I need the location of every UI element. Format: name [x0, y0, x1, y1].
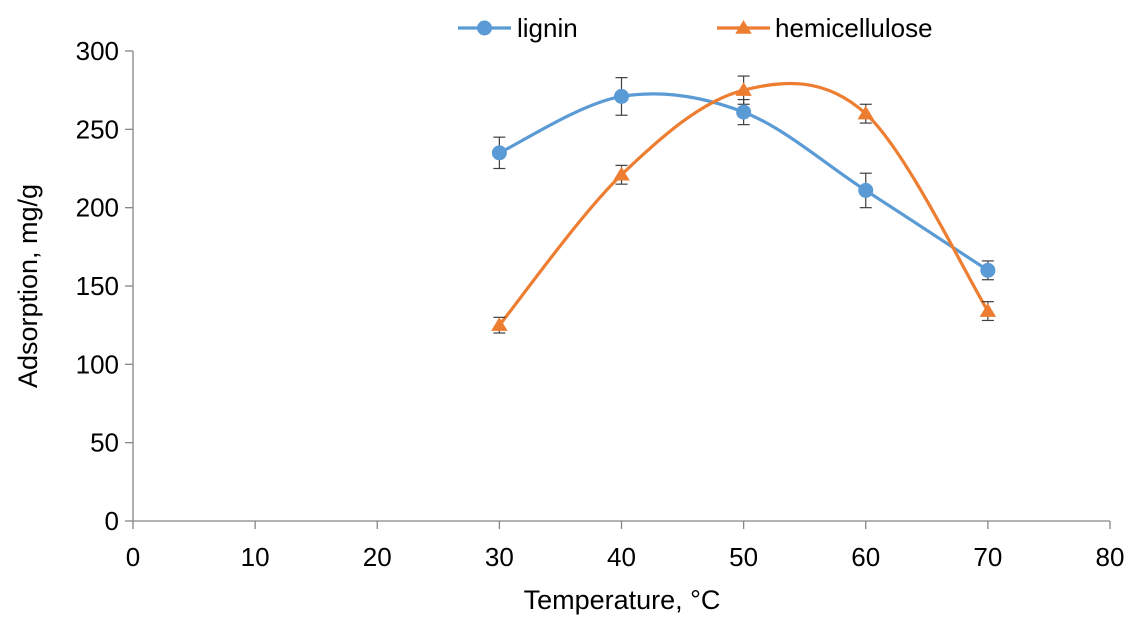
legend-item-hemicellulose: hemicellulose: [717, 13, 933, 43]
x-tick-label: 50: [729, 542, 758, 572]
y-tick-label: 100: [76, 349, 119, 379]
x-tick-label: 20: [363, 542, 392, 572]
y-tick-label: 50: [90, 428, 119, 458]
x-tick-label: 80: [1096, 542, 1125, 572]
x-tick-label: 40: [607, 542, 636, 572]
x-tick-label: 70: [973, 542, 1002, 572]
data-point-lignin: [614, 88, 629, 104]
x-tick-label: 10: [241, 542, 270, 572]
x-tick-label: 30: [485, 542, 514, 572]
legend-marker: [735, 20, 752, 34]
y-tick-label: 300: [76, 36, 119, 66]
data-point-hemicellulose: [857, 105, 874, 120]
data-point-hemicellulose: [979, 303, 997, 317]
legend-item-lignin: lignin: [458, 13, 578, 43]
y-axis-label: Adsorption, mg/g: [13, 184, 43, 388]
data-markers: [491, 82, 997, 331]
y-tick-label: 250: [76, 114, 119, 144]
x-tick-label: 0: [126, 542, 140, 572]
data-point-hemicellulose: [491, 317, 508, 331]
x-tick-label: 60: [851, 542, 880, 572]
legend-label: lignin: [517, 13, 578, 43]
data-point-lignin: [491, 145, 507, 161]
data-point-hemicellulose: [613, 166, 630, 181]
data-point-lignin: [858, 182, 874, 198]
y-tick-label: 0: [105, 506, 119, 536]
y-tick-label: 150: [76, 271, 119, 301]
x-axis-label: Temperature, °C: [524, 585, 721, 615]
data-point-lignin: [736, 104, 752, 120]
data-point-hemicellulose: [735, 82, 752, 96]
y-tick-label: 200: [76, 193, 119, 223]
tick-labels: 0 50 100 150 200 250 300 0 10 20 30 40 50 60 70 80: [76, 36, 1125, 572]
axes: [125, 50, 1111, 529]
legend: lignin hemicellulose: [458, 13, 933, 43]
error-bars: [493, 75, 994, 334]
legend-label: hemicellulose: [775, 13, 933, 43]
legend-marker: [477, 20, 492, 36]
data-point-lignin: [980, 262, 996, 278]
